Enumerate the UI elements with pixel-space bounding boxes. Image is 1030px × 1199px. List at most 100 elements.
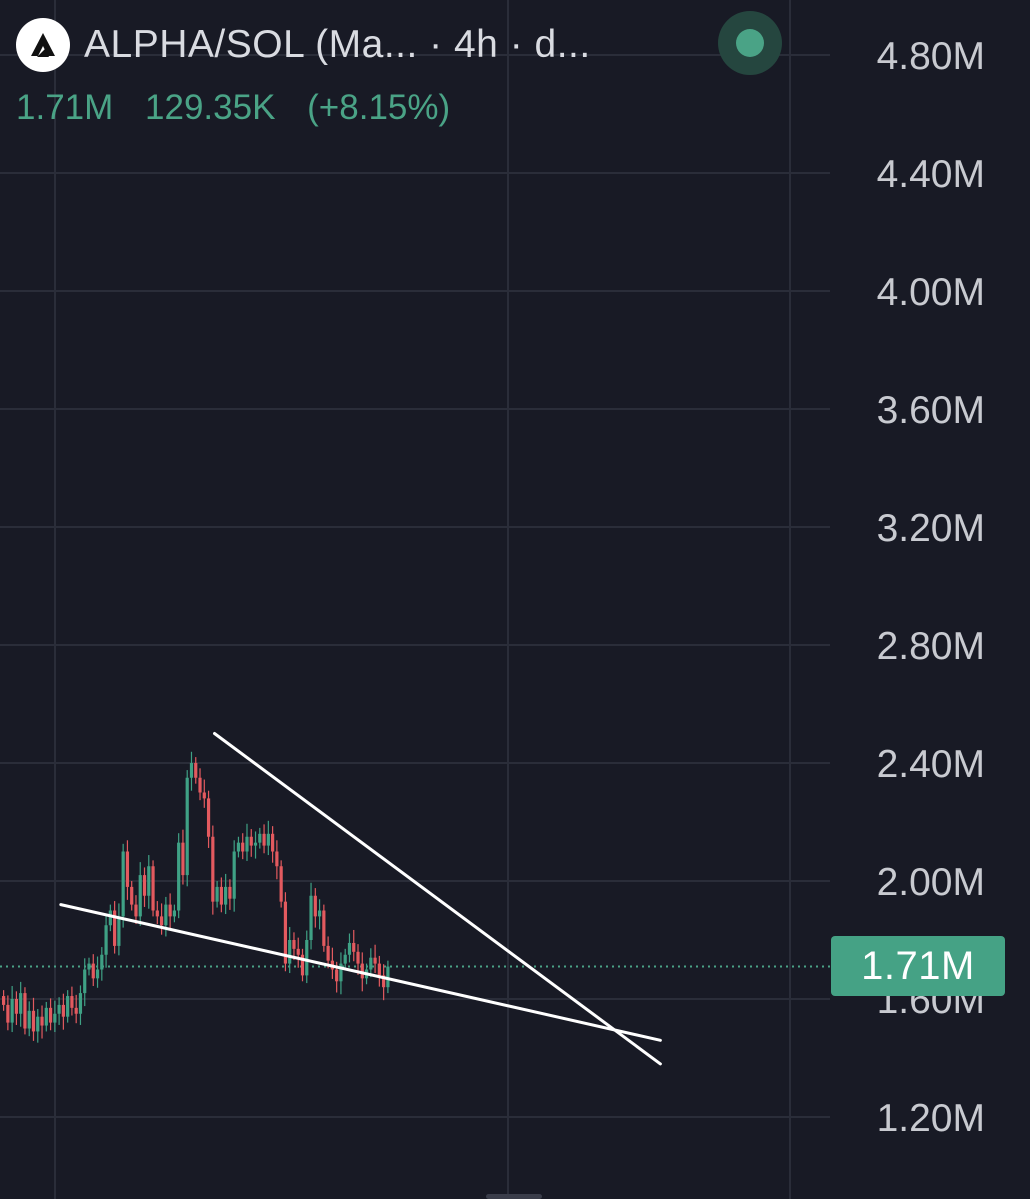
scroll-handle[interactable] xyxy=(486,1194,542,1199)
ohlc-legend: 1.71M 129.35K (+8.15%) xyxy=(16,88,472,128)
candle-body xyxy=(232,851,236,899)
candle-body xyxy=(113,910,117,946)
candle-body xyxy=(100,954,104,970)
y-axis-tick-label: 4.80M xyxy=(877,35,985,78)
candle-body xyxy=(104,925,108,955)
candle-body xyxy=(36,1016,40,1032)
candle-body xyxy=(151,866,155,911)
candle-body xyxy=(202,792,206,799)
candle-body xyxy=(275,851,279,867)
candle-body xyxy=(168,904,172,917)
candle-body xyxy=(224,886,228,905)
alpha-logo-icon[interactable] xyxy=(16,18,70,72)
candle-body xyxy=(194,763,198,778)
candle-body xyxy=(108,910,112,926)
y-axis-tick-label: 4.00M xyxy=(877,271,985,314)
candle-body xyxy=(91,963,95,979)
candle-body xyxy=(245,836,249,852)
candle-body xyxy=(356,951,360,964)
y-axis-tick-label: 2.80M xyxy=(877,625,985,668)
candle-body xyxy=(377,963,381,976)
status-dot-icon xyxy=(736,29,764,57)
candle-body xyxy=(44,1007,48,1026)
candle-body xyxy=(66,996,70,1017)
candle-body xyxy=(155,910,159,917)
candle-body xyxy=(373,957,377,964)
candle-body xyxy=(172,910,176,917)
candle-body xyxy=(352,942,356,952)
candle-body xyxy=(322,910,326,946)
candle-body xyxy=(95,969,100,979)
candle-body xyxy=(117,916,121,946)
candle-body xyxy=(305,940,309,976)
candle-body xyxy=(185,777,189,876)
candle-body xyxy=(78,993,83,1014)
candle-body xyxy=(343,954,347,964)
last-price-tag: 1.71M xyxy=(831,936,1005,996)
candle-body xyxy=(61,1004,65,1017)
candle-body xyxy=(142,875,147,896)
candle-body xyxy=(283,901,288,964)
trendlines xyxy=(59,732,662,1066)
candle-body xyxy=(236,842,241,852)
candle-body xyxy=(6,1004,10,1023)
candle-body xyxy=(386,966,390,988)
candle-body xyxy=(10,999,14,1023)
candle-body xyxy=(313,895,317,917)
trendline-upper xyxy=(213,732,662,1066)
price-change-percent: (+8.15%) xyxy=(307,88,451,127)
candle-body xyxy=(382,975,386,988)
candle-body xyxy=(198,777,202,793)
candle-body xyxy=(326,945,330,961)
candle-body xyxy=(266,833,270,846)
candle-body xyxy=(70,996,74,1008)
candle-body xyxy=(121,851,125,917)
candle-body xyxy=(249,836,253,846)
candle-body xyxy=(130,886,134,905)
chart-header: ALPHA/SOL (Ma... · 4h · d... xyxy=(16,18,591,72)
candle-body xyxy=(181,842,185,876)
candle-body xyxy=(189,763,194,778)
candle-body xyxy=(317,910,322,917)
candle-body xyxy=(138,875,142,917)
candle-body xyxy=(300,954,305,976)
candle-body xyxy=(134,904,138,917)
last-price-value: 1.71M xyxy=(16,88,114,127)
candle-body xyxy=(57,1004,61,1014)
candle-body xyxy=(14,999,19,1014)
price-change-value: 129.35K xyxy=(145,88,276,127)
candle-body xyxy=(177,842,181,911)
candle-body xyxy=(335,969,339,982)
candle-body xyxy=(219,886,223,905)
candle-body xyxy=(74,1007,78,1014)
candle-body xyxy=(215,886,219,902)
candle-body xyxy=(288,940,292,964)
y-axis-tick-label: 3.20M xyxy=(877,507,985,550)
y-axis-tick-label: 4.40M xyxy=(877,153,985,196)
candle-body xyxy=(241,842,245,852)
y-axis-tick-label: 2.40M xyxy=(877,743,985,786)
y-axis-tick-label: 3.60M xyxy=(877,389,985,432)
candle-body xyxy=(2,996,6,1005)
trendline-lower xyxy=(59,903,662,1042)
symbol-title[interactable]: ALPHA/SOL (Ma... · 4h · d... xyxy=(84,23,591,66)
candle-body xyxy=(164,904,168,926)
candle-body xyxy=(296,948,300,955)
candle-body xyxy=(48,1007,53,1023)
candle-body xyxy=(159,916,164,926)
candle-body xyxy=(206,798,211,837)
candle-body xyxy=(19,993,23,1014)
candle-body xyxy=(258,833,262,843)
candle-body xyxy=(228,886,232,899)
y-axis-tick-label: 1.20M xyxy=(877,1097,985,1140)
candle-body xyxy=(83,969,87,994)
candle-body xyxy=(27,1010,31,1029)
candle-body xyxy=(360,963,364,979)
market-status-indicator[interactable] xyxy=(718,11,782,75)
candle-body xyxy=(53,1013,57,1023)
candle-body xyxy=(40,1016,44,1026)
candle-body xyxy=(31,1010,36,1032)
candlestick-series xyxy=(2,751,390,1043)
candle-body xyxy=(125,851,130,887)
